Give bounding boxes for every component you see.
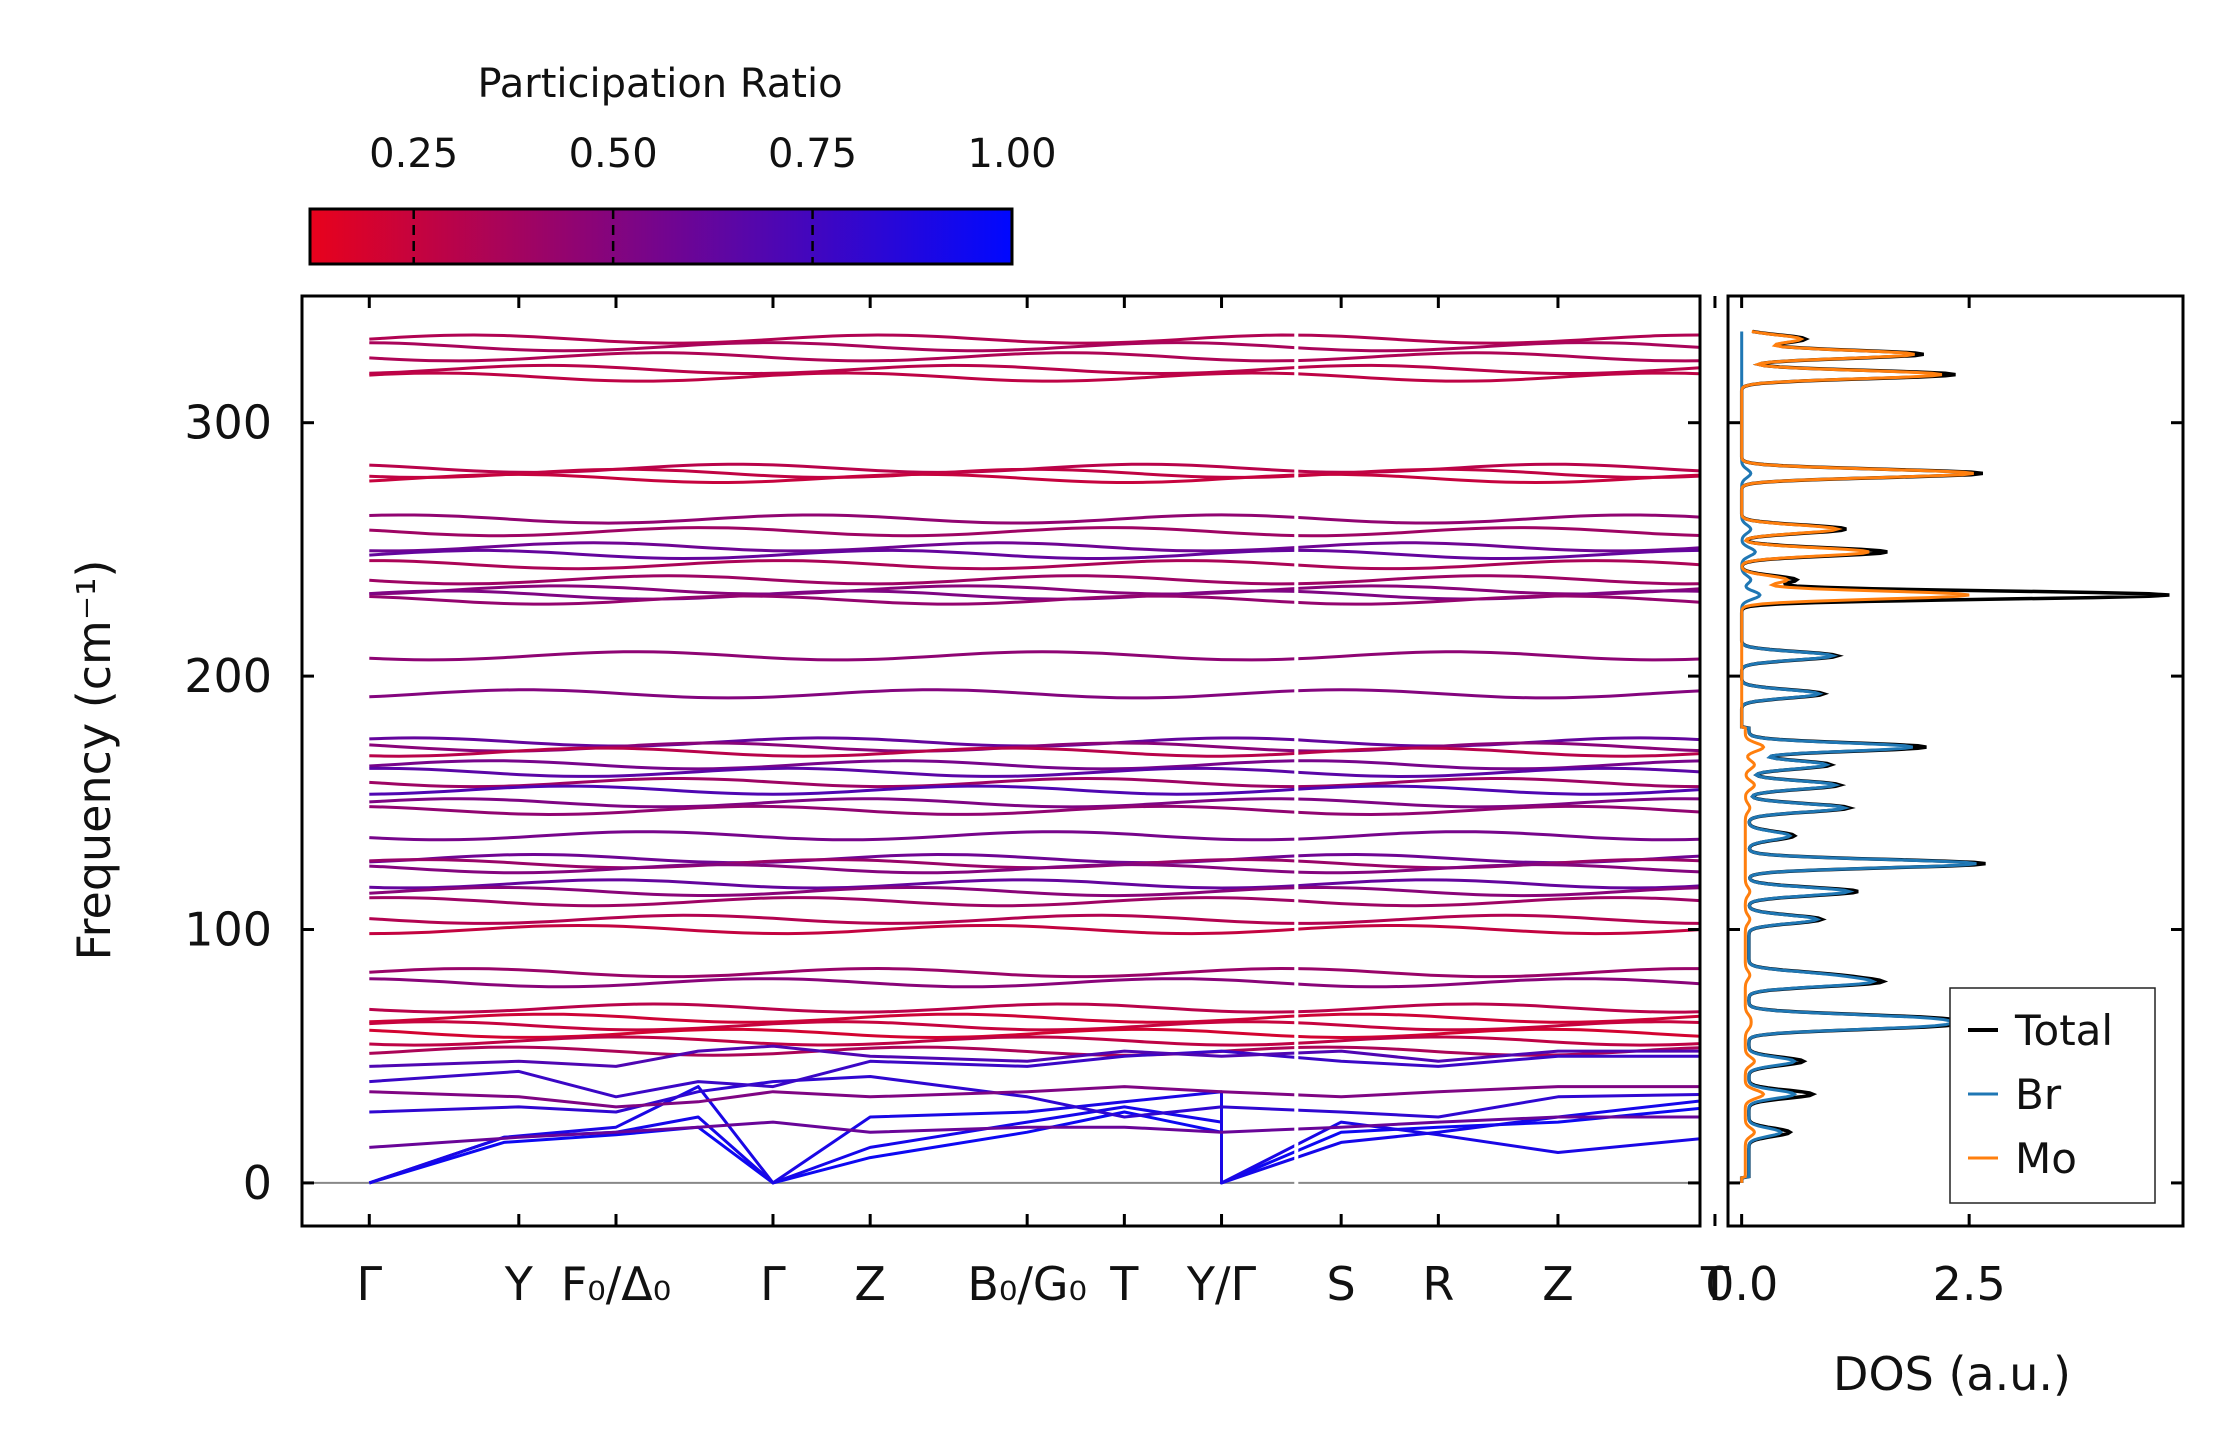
dos-panel: 0.0 2.5 DOS (a.u.) Total Br Mo — [1705, 294, 2185, 1401]
dos-mo — [1740, 330, 1974, 1183]
band-frame — [300, 294, 1702, 1228]
band-line — [369, 467, 1700, 479]
ytick-label: 200 — [184, 649, 272, 703]
kpoint-label: T — [1109, 1257, 1139, 1311]
band-line — [369, 541, 1700, 553]
band-line — [369, 351, 1700, 363]
band-ylabel: Frequency (cm⁻¹) — [67, 560, 121, 961]
band-line — [369, 797, 1700, 809]
band-line — [369, 746, 1700, 758]
band-line — [369, 966, 1700, 979]
kpoint-label: R — [1422, 1257, 1454, 1311]
band-line — [369, 472, 1700, 485]
kpoint-label: S — [1327, 1257, 1356, 1311]
band-line — [369, 1027, 1700, 1040]
band-line — [369, 804, 1700, 817]
kpoint-label: Γ — [760, 1257, 786, 1311]
band-line — [369, 526, 1700, 538]
band-line — [369, 650, 1700, 662]
band-line — [369, 776, 1700, 789]
band-line — [369, 333, 1700, 345]
band-line — [369, 688, 1700, 700]
band-line — [369, 896, 1700, 908]
legend-label-mo: Mo — [2015, 1134, 2077, 1183]
path-break — [1294, 296, 1299, 1226]
band-line — [369, 1049, 1700, 1099]
dos-xtick-label: 0.0 — [1705, 1257, 1778, 1311]
band-line — [369, 341, 1700, 353]
colorbar-tick-label: 0.25 — [369, 131, 458, 177]
band-line — [369, 1044, 1700, 1068]
band-line — [369, 594, 1700, 606]
band-line — [369, 1012, 1700, 1024]
dos-ticks: 0.0 2.5 — [1705, 296, 2183, 1311]
band-line — [369, 913, 1700, 925]
kpoint-label: Y/Γ — [1186, 1257, 1257, 1311]
kpoint-label: B₀/G₀ — [967, 1257, 1087, 1311]
kpoint-label: T — [1700, 1257, 1730, 1311]
dos-xlabel: DOS (a.u.) — [1833, 1347, 2071, 1401]
band-line — [369, 1002, 1700, 1014]
band-line — [369, 1115, 1700, 1149]
kpoint-label: Z — [854, 1257, 886, 1311]
band-line — [369, 863, 1700, 875]
band-line — [369, 584, 1700, 596]
band-yticks: 0 100 200 300 — [184, 396, 1700, 1210]
band-panel: 0 100 200 300 Γ Y F₀/Δ₀ Γ Z B₀/G₀ T Y/Γ S R Z T Freque… — [67, 294, 1730, 1311]
kpoint-label: Γ — [356, 1257, 382, 1311]
dos-lines — [1739, 329, 2170, 1183]
band-line — [369, 548, 1700, 561]
colorbar-gradient — [308, 207, 1014, 266]
band-line — [368, 1106, 1700, 1185]
band-line — [369, 759, 1700, 771]
kpoint-label: Z — [1542, 1257, 1574, 1311]
band-lines — [302, 296, 1700, 1226]
band-line — [369, 766, 1700, 779]
legend-label-br: Br — [2015, 1070, 2062, 1119]
band-line — [369, 363, 1700, 376]
colorbar-tick-label: 1.00 — [967, 131, 1056, 177]
ytick-label: 100 — [184, 903, 272, 957]
ytick-label: 300 — [184, 396, 272, 450]
band-line — [369, 559, 1700, 571]
colorbar: Participation Ratio 0.25 0.50 0.75 1.00 — [308, 61, 1057, 266]
ytick-label: 0 — [243, 1156, 272, 1210]
legend-label-total: Total — [2014, 1006, 2113, 1055]
band-line — [369, 852, 1700, 865]
colorbar-tick-label: 0.75 — [768, 131, 857, 177]
band-line — [369, 830, 1700, 842]
band-line — [369, 513, 1700, 525]
colorbar-title: Participation Ratio — [477, 61, 842, 107]
dos-frame — [1726, 294, 2185, 1228]
band-line — [369, 878, 1700, 890]
band-line — [369, 923, 1700, 936]
band-line — [369, 886, 1700, 898]
band-line — [369, 784, 1700, 796]
band-line — [369, 574, 1700, 586]
kpoint-label: Y — [504, 1257, 534, 1311]
dos-xtick-label: 2.5 — [1933, 1257, 2006, 1311]
band-line — [369, 1045, 1700, 1057]
band-line — [369, 1085, 1700, 1109]
colorbar-tick-label: 0.50 — [569, 131, 658, 177]
band-line — [369, 977, 1700, 989]
band-xticks: Γ Y F₀/Δ₀ Γ Z B₀/G₀ T Y/Γ S R Z T — [356, 296, 1730, 1311]
band-line — [369, 1075, 1700, 1119]
kpoint-label: F₀/Δ₀ — [561, 1257, 671, 1311]
legend: Total Br Mo — [1949, 987, 2156, 1204]
band-line — [369, 1035, 1700, 1047]
dos-br — [1740, 331, 1977, 1183]
colorbar-ticks: 0.25 0.50 0.75 1.00 — [369, 131, 1057, 264]
band-line — [369, 371, 1700, 383]
